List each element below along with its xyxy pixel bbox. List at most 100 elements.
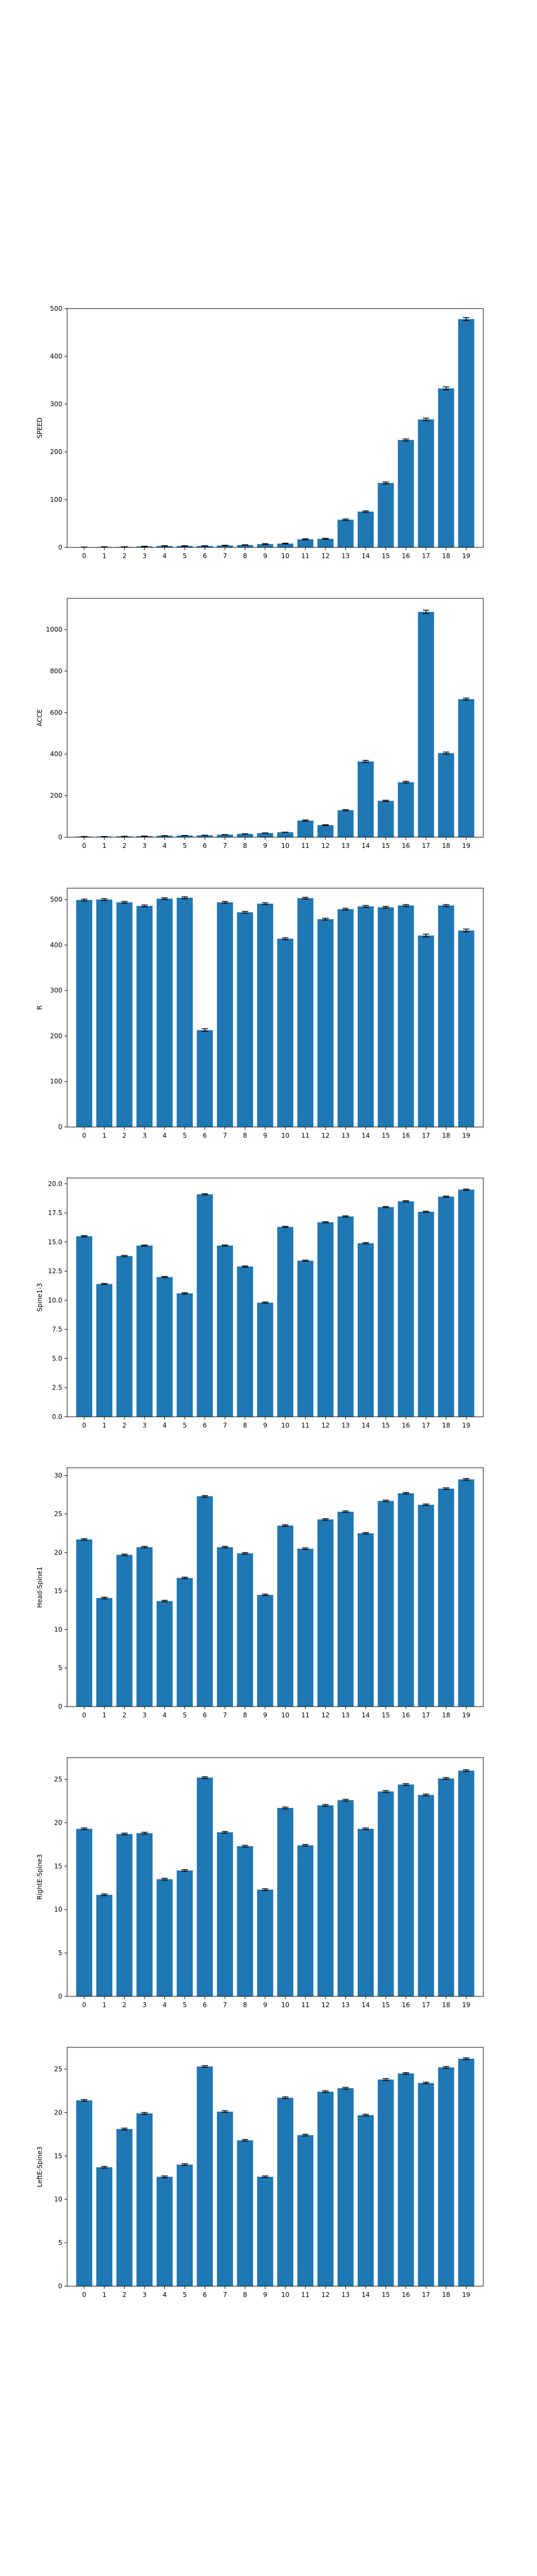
y-tick-label: 0 xyxy=(58,544,62,551)
bar xyxy=(156,898,173,1127)
bar xyxy=(237,1846,253,1996)
x-tick-label: 5 xyxy=(183,552,187,560)
y-tick-label: 25 xyxy=(54,1775,62,1783)
y-axis-label: Head-Spine1 xyxy=(36,1567,43,1608)
bar xyxy=(156,2177,173,2286)
x-tick-label: 10 xyxy=(281,1422,289,1429)
bar xyxy=(177,1578,193,1707)
bar xyxy=(237,545,253,547)
bar xyxy=(337,909,354,1127)
bar xyxy=(297,2135,314,2286)
x-tick-label: 15 xyxy=(382,552,390,560)
bar xyxy=(216,1245,233,1417)
y-tick-label: 800 xyxy=(50,667,62,675)
x-tick-label: 1 xyxy=(102,1132,106,1139)
x-tick-label: 11 xyxy=(301,842,309,850)
bar xyxy=(378,1207,394,1417)
bar xyxy=(397,905,414,1127)
x-tick-label: 0 xyxy=(82,1132,86,1139)
x-tick-label: 14 xyxy=(361,1711,369,1719)
x-tick-label: 4 xyxy=(163,1422,167,1429)
x-tick-label: 0 xyxy=(82,552,86,560)
x-tick-label: 6 xyxy=(203,552,207,560)
x-tick-label: 0 xyxy=(82,2001,86,2009)
bar xyxy=(197,546,213,547)
y-tick-label: 400 xyxy=(50,941,62,949)
y-tick-label: 10.0 xyxy=(48,1297,62,1304)
x-tick-label: 18 xyxy=(442,1422,450,1429)
chart-2: 0 1 2 3 4 5 6 7 8 9 10 11 12 13 14 15 16 17 18 190200400600… xyxy=(36,598,484,850)
axes-frame xyxy=(67,888,484,1128)
bar xyxy=(438,753,454,837)
bar xyxy=(96,1894,113,1996)
bar xyxy=(317,1519,334,1707)
x-tick-label: 1 xyxy=(102,2001,106,2009)
bar xyxy=(76,2100,92,2286)
axes-frame xyxy=(67,1467,484,1707)
y-tick-label: 300 xyxy=(50,987,62,994)
bar xyxy=(297,1845,314,1996)
bar xyxy=(297,1548,314,1707)
x-tick-label: 11 xyxy=(301,2291,309,2299)
x-tick-label: 12 xyxy=(321,842,329,850)
axes-frame xyxy=(67,2047,484,2287)
y-tick-label: 400 xyxy=(50,750,62,758)
x-tick-label: 7 xyxy=(223,842,227,850)
x-tick-label: 6 xyxy=(203,1422,207,1429)
x-tick-label: 4 xyxy=(163,2001,167,2009)
bar xyxy=(156,1879,173,1996)
x-tick-label: 18 xyxy=(442,552,450,560)
bar xyxy=(96,1284,113,1417)
x-tick-label: 7 xyxy=(223,2291,227,2299)
x-tick-label: 14 xyxy=(361,1132,369,1139)
x-tick-label: 11 xyxy=(301,2001,309,2009)
x-tick-label: 19 xyxy=(462,1132,470,1139)
x-tick-label: 10 xyxy=(281,842,289,850)
bar xyxy=(216,902,233,1127)
chart-3: 0 1 2 3 4 5 6 7 8 9 10 11 12 13 14 15 16 17 18 190100200300… xyxy=(36,888,484,1139)
x-tick-label: 5 xyxy=(183,2291,187,2299)
x-tick-label: 13 xyxy=(342,2291,350,2299)
x-tick-label: 2 xyxy=(122,552,127,560)
bar xyxy=(317,825,334,837)
y-tick-label: 0 xyxy=(58,1703,62,1710)
y-tick-label: 15 xyxy=(54,1587,62,1595)
x-tick-label: 17 xyxy=(422,842,430,850)
x-tick-label: 17 xyxy=(422,552,430,560)
bar xyxy=(177,835,193,837)
x-tick-label: 15 xyxy=(382,1422,390,1429)
x-tick-label: 3 xyxy=(142,1132,147,1139)
x-tick-label: 9 xyxy=(263,2291,267,2299)
x-tick-label: 18 xyxy=(442,842,450,850)
x-tick-label: 5 xyxy=(183,1711,187,1719)
x-tick-label: 18 xyxy=(442,2291,450,2299)
bar xyxy=(277,939,294,1127)
x-tick-label: 19 xyxy=(462,2291,470,2299)
x-tick-label: 7 xyxy=(223,1422,227,1429)
bar xyxy=(317,919,334,1127)
bar xyxy=(216,2111,233,2286)
x-tick-label: 6 xyxy=(203,1711,207,1719)
y-tick-label: 200 xyxy=(50,448,62,456)
bar xyxy=(418,1504,434,1707)
x-tick-label: 2 xyxy=(122,1132,127,1139)
y-tick-label: 7.5 xyxy=(52,1326,62,1333)
x-tick-label: 6 xyxy=(203,1132,207,1139)
x-tick-label: 19 xyxy=(462,842,470,850)
x-tick-label: 12 xyxy=(321,1711,329,1719)
bar xyxy=(177,1870,193,1996)
bar xyxy=(337,810,354,837)
x-tick-label: 19 xyxy=(462,2001,470,2009)
x-tick-label: 16 xyxy=(402,1422,410,1429)
y-axis-label: SPEED xyxy=(36,418,43,438)
bar xyxy=(76,900,92,1127)
x-tick-label: 17 xyxy=(422,2291,430,2299)
bar xyxy=(337,1216,354,1417)
x-tick-label: 12 xyxy=(321,1422,329,1429)
x-tick-label: 2 xyxy=(122,1422,127,1429)
y-tick-label: 5 xyxy=(58,1664,62,1672)
bar xyxy=(397,440,414,547)
bar xyxy=(418,2083,434,2286)
x-tick-label: 16 xyxy=(402,2001,410,2009)
